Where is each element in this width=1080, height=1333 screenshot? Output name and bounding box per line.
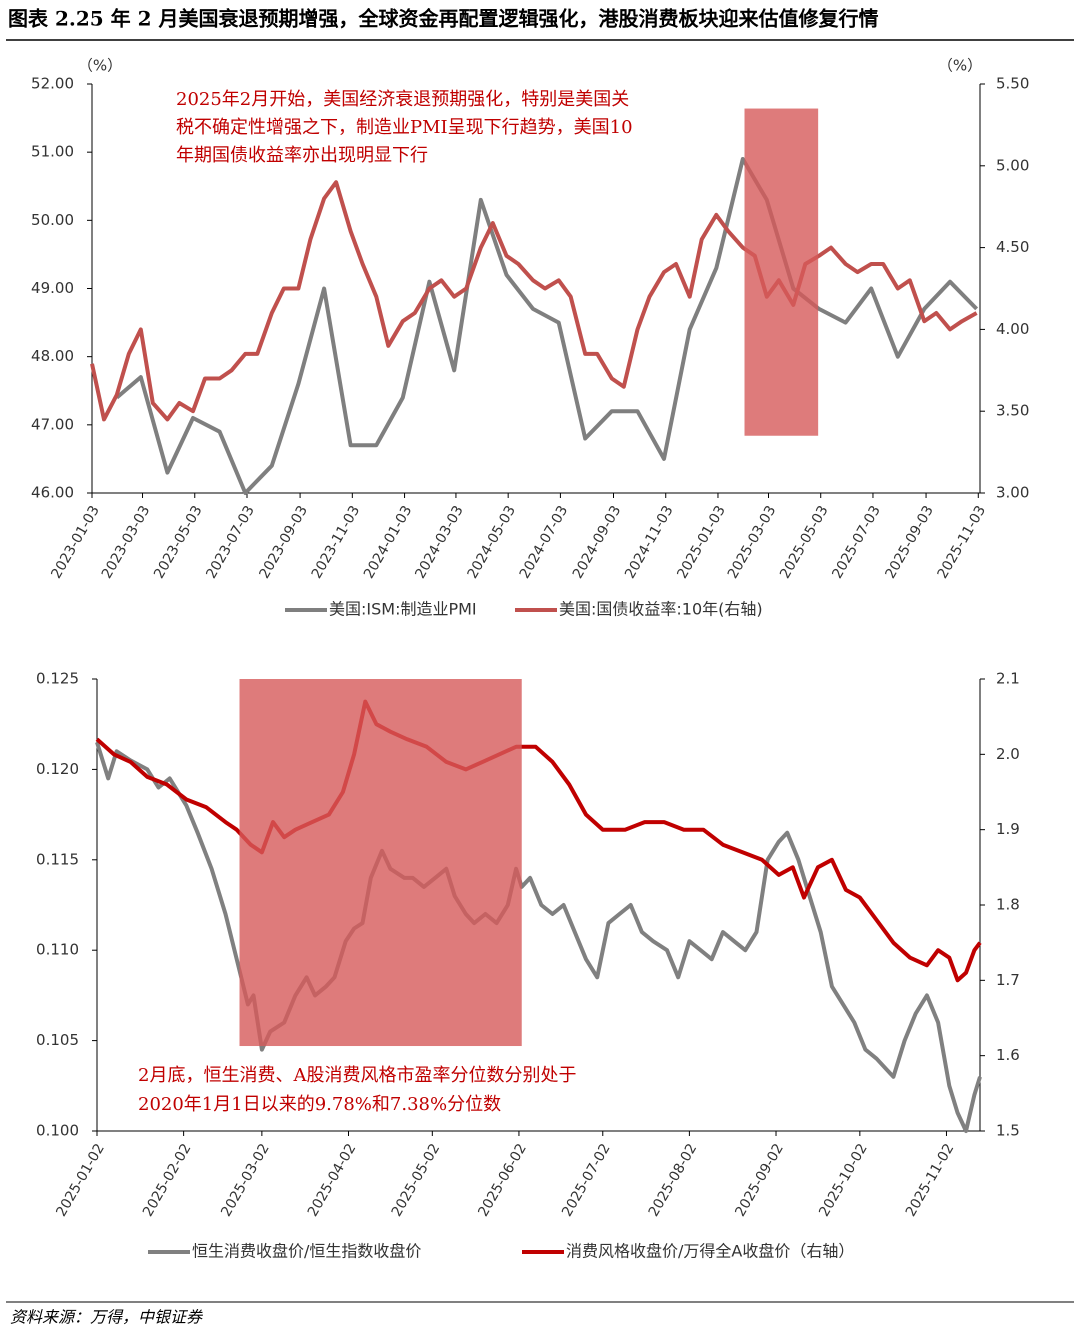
x-tick-label: 2025-09-02 (732, 1141, 787, 1219)
y-tick-label: 52.00 (31, 75, 74, 93)
y2-tick-label: 2.0 (996, 745, 1020, 763)
y2-tick-label: 5.50 (996, 75, 1029, 93)
x-tick-label: 2025-09-03 (882, 503, 937, 581)
series-line (90, 180, 978, 422)
x-tick-label: 2025-06-02 (475, 1141, 530, 1219)
y2-tick-label: 1.5 (996, 1122, 1020, 1140)
x-tick-label: 2025-03-03 (725, 503, 780, 581)
highlight-box (239, 679, 522, 1047)
y-tick-label: 47.00 (31, 415, 74, 433)
x-tick-label: 2025-05-03 (777, 503, 832, 581)
y2-tick-label: 2.1 (996, 670, 1020, 688)
y-tick-label: 50.00 (31, 211, 74, 229)
y-tick-label: 0.100 (36, 1122, 79, 1140)
x-tick-label: 2024-11-03 (622, 503, 677, 581)
x-tick-label: 2025-08-02 (646, 1141, 701, 1219)
y2-tick-label: 3.00 (996, 484, 1029, 502)
y-tick-label: 0.105 (36, 1031, 79, 1049)
y2-tick-label: 4.00 (996, 320, 1029, 338)
y-tick-label: 0.110 (36, 941, 79, 959)
legend-label: 美国:ISM:制造业PMI (329, 600, 477, 619)
x-tick-label: 2023-05-03 (151, 503, 206, 581)
x-tick-label: 2025-05-02 (389, 1141, 444, 1219)
x-tick-label: 2023-03-03 (99, 503, 154, 581)
annotation: 年期国债收益率亦出现明显下行 (176, 145, 428, 166)
y-unit: （%） (78, 57, 122, 75)
x-tick-label: 2025-01-03 (674, 503, 729, 581)
y2-tick-label: 1.8 (996, 896, 1020, 914)
y2-tick-label: 1.6 (996, 1046, 1020, 1064)
annotation: 2020年1月1日以来的9.78%和7.38%分位数 (138, 1094, 501, 1115)
x-tick-label: 2025-11-03 (935, 503, 990, 581)
legend-label: 消费风格收盘价/万得全A收盘价（右轴） (566, 1242, 854, 1261)
x-tick-label: 2024-01-03 (361, 503, 416, 581)
x-tick-label: 2025-02-02 (140, 1141, 195, 1219)
y2-tick-label: 1.7 (996, 971, 1020, 989)
y-tick-label: 51.00 (31, 143, 74, 161)
annotation: 2月底，恒生消费、A股消费风格市盈率分位数分别处于 (138, 1065, 576, 1086)
legend-label: 恒生消费收盘价/恒生指数收盘价 (192, 1242, 421, 1261)
y-tick-label: 0.125 (36, 670, 79, 688)
x-tick-label: 2023-09-03 (256, 503, 311, 581)
x-tick-label: 2024-05-03 (465, 503, 520, 581)
x-tick-label: 2024-09-03 (570, 503, 625, 581)
x-tick-label: 2025-07-03 (829, 503, 884, 581)
x-tick-label: 2023-07-03 (203, 503, 258, 581)
y2-tick-label: 1.9 (996, 820, 1020, 838)
x-tick-label: 2025-10-02 (816, 1141, 871, 1219)
y2-unit: （%） (938, 57, 982, 75)
x-tick-label: 2025-03-02 (218, 1141, 273, 1219)
series-line (95, 699, 982, 983)
y-tick-label: 48.00 (31, 347, 74, 365)
highlight-box (744, 108, 819, 436)
x-tick-label: 2023-01-03 (48, 503, 103, 581)
x-tick-label: 2025-01-02 (53, 1141, 108, 1219)
y2-tick-label: 5.00 (996, 156, 1029, 174)
page-title: 图表 2.25 年 2 月美国衰退预期增强，全球资金再配置逻辑强化，港股消费板块… (8, 7, 878, 31)
x-tick-label: 2023-11-03 (309, 503, 364, 581)
y-tick-label: 46.00 (31, 484, 74, 502)
x-tick-label: 2025-07-02 (559, 1141, 614, 1219)
y-tick-label: 49.00 (31, 279, 74, 297)
series-line (115, 157, 979, 495)
y-tick-label: 0.115 (36, 850, 79, 868)
source-note: 资料来源：万得，中银证券 (10, 1308, 204, 1327)
legend-label: 美国:国债收益率:10年(右轴) (559, 600, 763, 619)
annotation: 税不确定性增强之下，制造业PMI呈现下行趋势，美国10 (176, 117, 633, 138)
x-tick-label: 2025-11-02 (903, 1141, 958, 1219)
x-tick-label: 2024-07-03 (517, 503, 572, 581)
y2-tick-label: 3.50 (996, 402, 1029, 420)
x-tick-label: 2025-04-02 (305, 1141, 360, 1219)
annotation: 2025年2月开始，美国经济衰退预期强化，特别是美国关 (176, 89, 629, 110)
x-tick-label: 2024-03-03 (412, 503, 467, 581)
y-tick-label: 0.120 (36, 760, 79, 778)
y2-tick-label: 4.50 (996, 238, 1029, 256)
